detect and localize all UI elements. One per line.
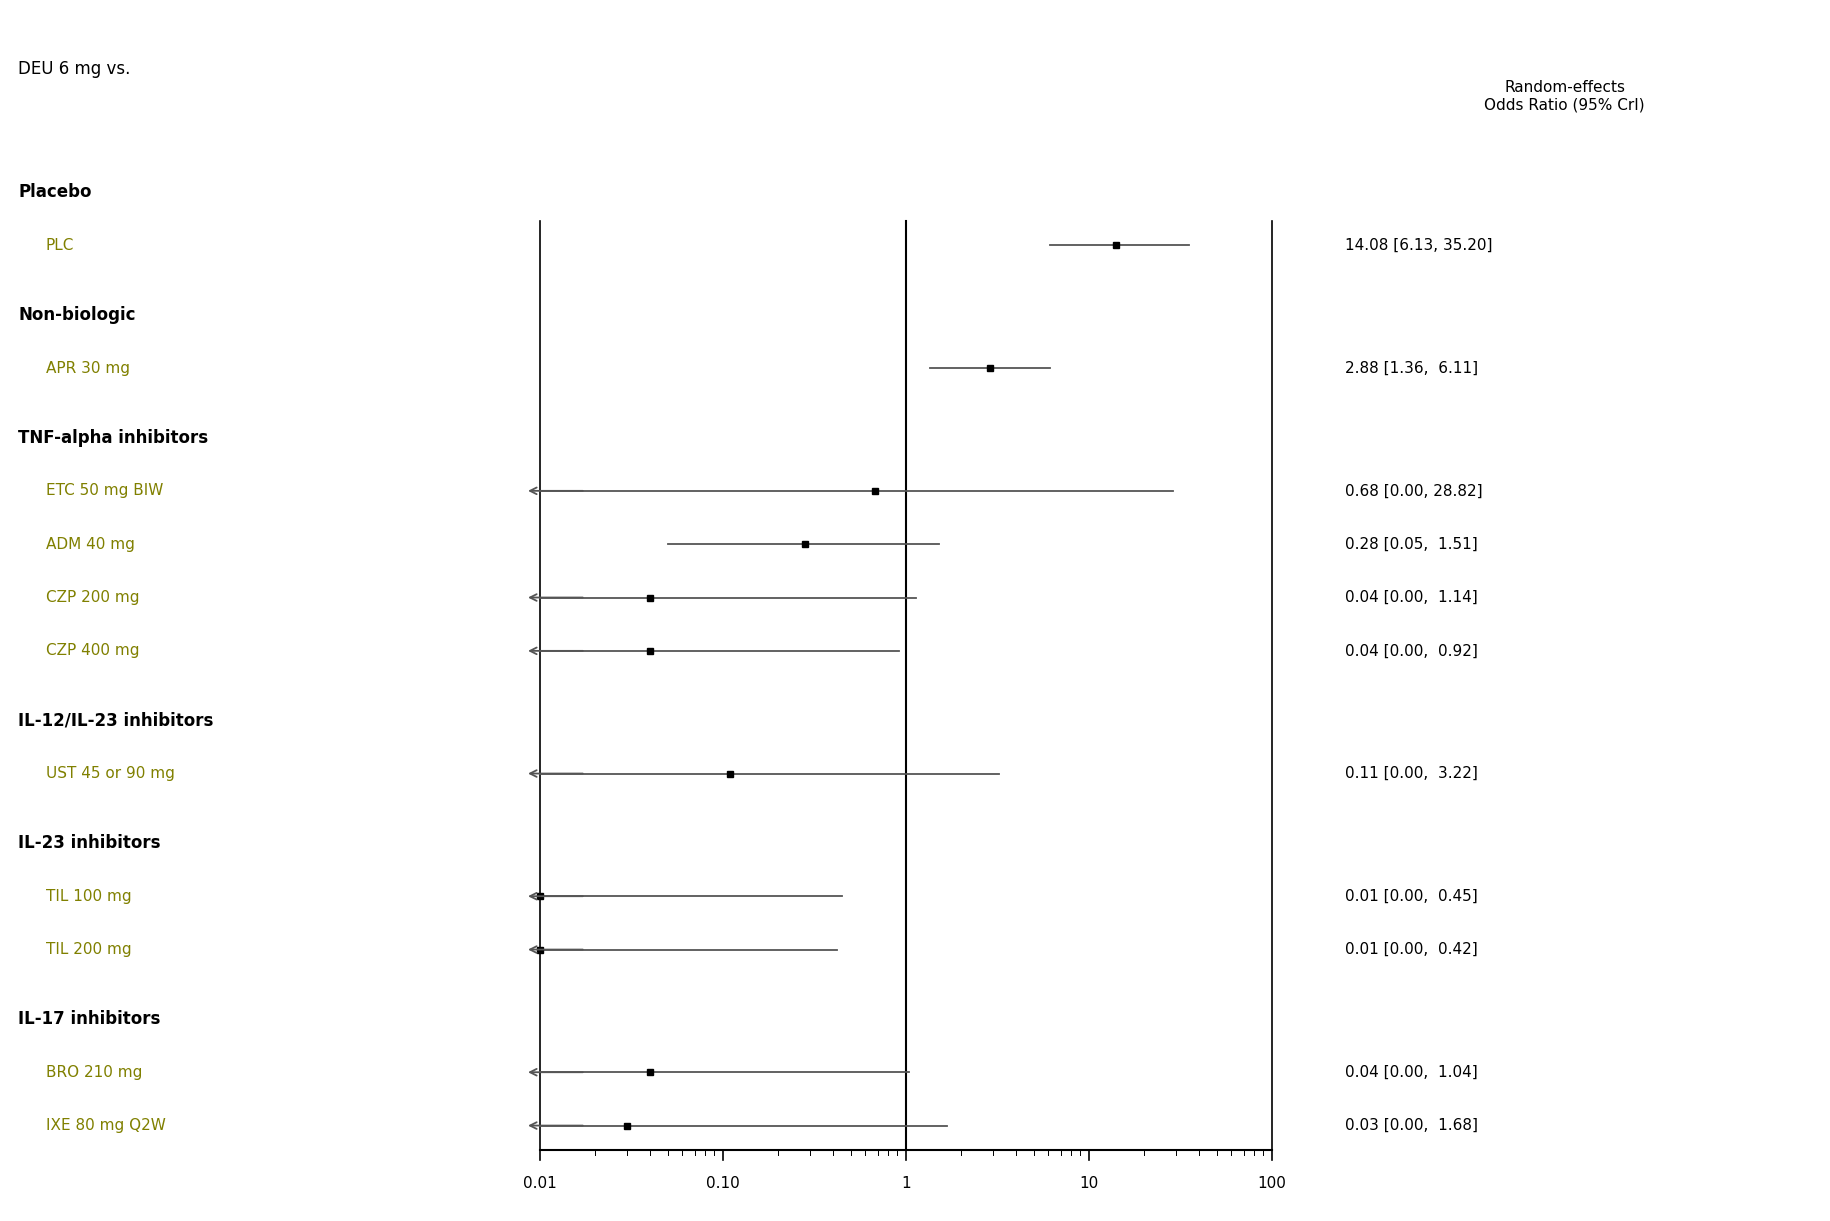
- Text: 14.08 [6.13, 35.20]: 14.08 [6.13, 35.20]: [1345, 238, 1493, 253]
- Text: DEU 6 mg vs.: DEU 6 mg vs.: [18, 61, 130, 78]
- Text: CZP 400 mg: CZP 400 mg: [46, 643, 139, 658]
- Text: TNF-alpha inhibitors: TNF-alpha inhibitors: [18, 429, 209, 447]
- Text: UST 45 or 90 mg: UST 45 or 90 mg: [46, 766, 174, 781]
- Text: 2.88 [1.36,  6.11]: 2.88 [1.36, 6.11]: [1345, 360, 1479, 376]
- Text: Non-biologic: Non-biologic: [18, 305, 135, 324]
- Text: 0.68 [0.00, 28.82]: 0.68 [0.00, 28.82]: [1345, 484, 1482, 498]
- Text: 0.04 [0.00,  1.04]: 0.04 [0.00, 1.04]: [1345, 1065, 1479, 1079]
- Text: 0.10: 0.10: [706, 1176, 739, 1192]
- Text: 0.11 [0.00,  3.22]: 0.11 [0.00, 3.22]: [1345, 766, 1479, 781]
- Text: Random-effects
Odds Ratio (95% CrI): Random-effects Odds Ratio (95% CrI): [1484, 81, 1645, 112]
- Text: 0.01 [0.00,  0.45]: 0.01 [0.00, 0.45]: [1345, 889, 1479, 904]
- Text: TIL 200 mg: TIL 200 mg: [46, 943, 132, 957]
- Text: APR 30 mg: APR 30 mg: [46, 360, 130, 376]
- Text: IL-23 inhibitors: IL-23 inhibitors: [18, 834, 161, 852]
- Text: PLC: PLC: [46, 238, 75, 253]
- Text: 0.04 [0.00,  0.92]: 0.04 [0.00, 0.92]: [1345, 643, 1479, 658]
- Text: IL-17 inhibitors: IL-17 inhibitors: [18, 1010, 161, 1028]
- Text: Placebo: Placebo: [18, 183, 92, 201]
- Text: ETC 50 mg BIW: ETC 50 mg BIW: [46, 484, 163, 498]
- Text: BRO 210 mg: BRO 210 mg: [46, 1065, 143, 1079]
- Text: ADM 40 mg: ADM 40 mg: [46, 537, 135, 552]
- Text: CZP 200 mg: CZP 200 mg: [46, 590, 139, 606]
- Text: 0.04 [0.00,  1.14]: 0.04 [0.00, 1.14]: [1345, 590, 1479, 606]
- Text: TIL 100 mg: TIL 100 mg: [46, 889, 132, 904]
- Text: 0.01: 0.01: [523, 1176, 556, 1192]
- Text: 100: 100: [1257, 1176, 1286, 1192]
- Text: 0.03 [0.00,  1.68]: 0.03 [0.00, 1.68]: [1345, 1118, 1479, 1133]
- Text: 0.01 [0.00,  0.42]: 0.01 [0.00, 0.42]: [1345, 943, 1479, 957]
- Text: 1: 1: [900, 1176, 911, 1192]
- Text: IXE 80 mg Q2W: IXE 80 mg Q2W: [46, 1118, 167, 1133]
- Text: IL-12/IL-23 inhibitors: IL-12/IL-23 inhibitors: [18, 711, 214, 729]
- Text: 10: 10: [1080, 1176, 1098, 1192]
- Text: 0.28 [0.05,  1.51]: 0.28 [0.05, 1.51]: [1345, 537, 1479, 552]
